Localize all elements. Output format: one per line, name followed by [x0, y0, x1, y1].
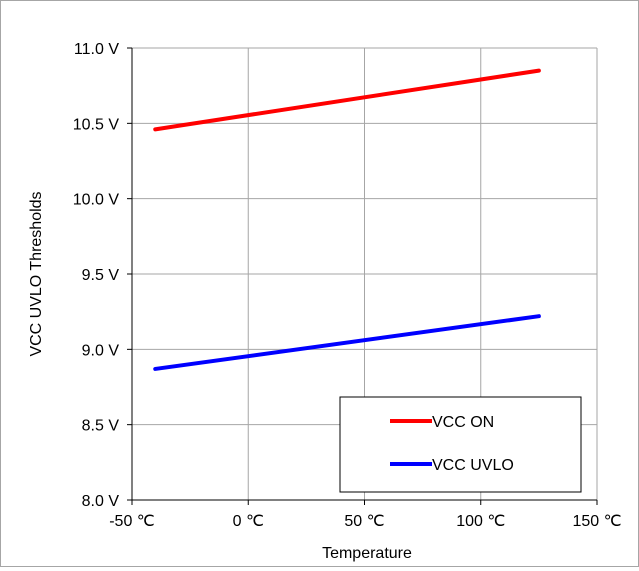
y-tick-label: 10.5 V	[73, 116, 120, 133]
y-tick-labels: 8.0 V 8.5 V 9.0 V 9.5 V 10.0 V 10.5 V 11.0 V	[73, 41, 120, 510]
series-lines	[153, 68, 541, 371]
y-axis-label: VCC UVLO Thresholds	[28, 191, 45, 356]
legend-label-vcc-on: VCC ON	[432, 414, 494, 431]
series-line-vcc-on	[153, 68, 541, 132]
legend-label-vcc-uvlo: VCC UVLO	[432, 457, 514, 474]
x-tick-label: 50 ℃	[344, 513, 384, 530]
y-tick-label: 10.0 V	[73, 192, 120, 209]
y-tick-label: 9.0 V	[82, 342, 120, 359]
x-tick-label: 150 ℃	[572, 513, 621, 530]
y-tick-label: 11.0 V	[74, 41, 119, 58]
x-tick-label: 100 ℃	[456, 513, 505, 530]
x-axis-label: Temperature	[322, 545, 412, 562]
x-tick-label: -50 ℃	[109, 513, 155, 530]
y-tick-label: 9.5 V	[82, 267, 120, 284]
axes	[127, 47, 598, 505]
x-tick-label: 0 ℃	[233, 513, 264, 530]
legend-box	[339, 396, 582, 493]
x-tick-labels: -50 ℃ 0 ℃ 50 ℃ 100 ℃ 150 ℃	[109, 513, 621, 530]
y-tick-label: 8.5 V	[82, 418, 120, 435]
y-tick-label: 8.0 V	[82, 493, 120, 510]
series-line-vcc-uvlo	[153, 314, 541, 371]
legend: VCC ON VCC UVLO	[339, 396, 582, 493]
